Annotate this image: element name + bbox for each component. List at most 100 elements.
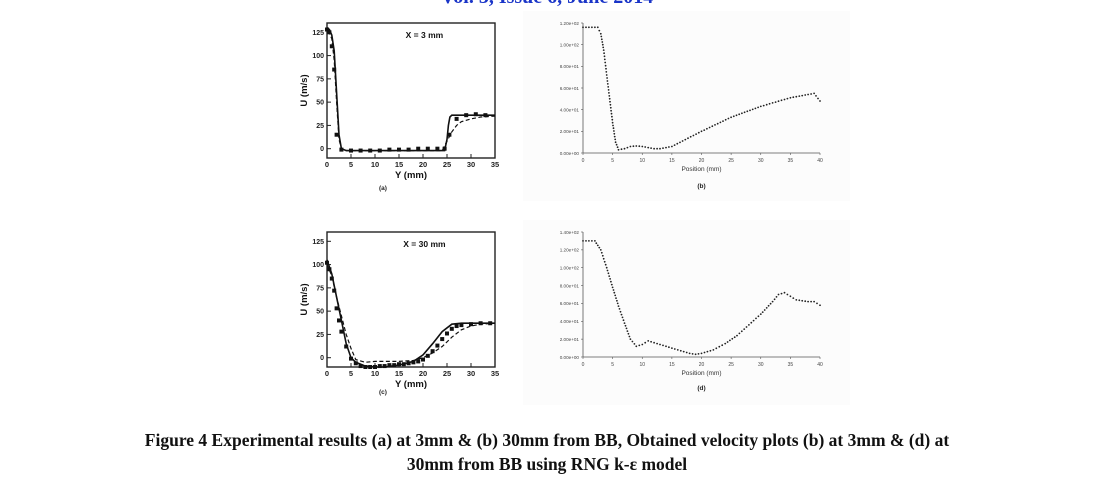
chart-d-point bbox=[588, 240, 590, 242]
chart-d-point bbox=[682, 350, 685, 353]
chart-d-point bbox=[622, 319, 625, 322]
chart-c-xtick-label: 10 bbox=[371, 369, 379, 378]
chart-d-xtick-label: 10 bbox=[639, 362, 645, 368]
chart-b-point bbox=[606, 77, 608, 79]
chart-d-point bbox=[616, 299, 618, 302]
chart-b-ytick-label: 4.00e+01 bbox=[560, 107, 580, 112]
chart-c-marker bbox=[459, 323, 464, 328]
chart-d-xtick-label: 5 bbox=[611, 362, 614, 368]
chart-a-xtick-label: 20 bbox=[419, 160, 427, 169]
chart-b-point bbox=[603, 55, 606, 58]
chart-d-point bbox=[585, 240, 587, 242]
chart-d-point bbox=[631, 340, 634, 343]
chart-d-xlabel: Position (mm) bbox=[681, 370, 721, 377]
chart-b-point bbox=[804, 94, 807, 96]
chart-b-point bbox=[607, 86, 610, 88]
chart-b-point bbox=[613, 132, 616, 135]
chart-d-point bbox=[602, 257, 605, 260]
chart-c-marker bbox=[445, 331, 449, 336]
chart-d-point bbox=[691, 353, 694, 355]
chart-d-point bbox=[743, 328, 746, 330]
chart-c-annotation: X = 30 mm bbox=[403, 239, 446, 249]
chart-b-point bbox=[614, 141, 617, 144]
chart-b-point bbox=[606, 83, 609, 85]
chart-b-xtick-label: 35 bbox=[788, 158, 794, 164]
chart-b-xtick-label: 25 bbox=[728, 158, 734, 164]
chart-a-marker bbox=[325, 27, 329, 32]
chart-c-marker bbox=[430, 349, 435, 354]
chart-b-point bbox=[762, 104, 765, 107]
chart-c-marker bbox=[337, 318, 341, 323]
chart-d-point bbox=[718, 345, 721, 348]
chart-b-point bbox=[684, 138, 687, 141]
chart-b-point bbox=[623, 147, 626, 150]
chart-b-point bbox=[601, 41, 604, 43]
chart-b-point bbox=[598, 29, 601, 32]
chart-b-point bbox=[681, 140, 684, 142]
chart-c-marker bbox=[411, 360, 416, 365]
chart-b-point bbox=[703, 129, 706, 132]
chart-c-series-solid bbox=[326, 259, 495, 368]
chart-a-marker bbox=[334, 132, 339, 137]
chart-d-point bbox=[613, 291, 616, 294]
chart-c-marker bbox=[334, 306, 339, 311]
chart-b-point bbox=[665, 146, 667, 149]
chart-a-marker bbox=[327, 30, 332, 35]
chart-c-marker bbox=[353, 361, 358, 366]
chart-b-point bbox=[711, 125, 714, 128]
chart-d-point bbox=[624, 324, 627, 327]
chart-b-point bbox=[644, 146, 647, 148]
chart-d-point bbox=[595, 242, 598, 245]
chart-b-point bbox=[751, 108, 754, 111]
chart-a-frame bbox=[326, 22, 496, 159]
chart-d-sublabel: (d) bbox=[697, 385, 705, 392]
chart-a-marker bbox=[349, 148, 353, 153]
chart-d-point bbox=[709, 349, 712, 352]
chart-d-point bbox=[755, 317, 757, 320]
chart-d-xtick-label: 0 bbox=[582, 362, 585, 368]
chart-b-point bbox=[605, 71, 608, 73]
chart-b-point bbox=[708, 126, 711, 129]
chart-b-ytick-label: 8.00e+01 bbox=[560, 64, 580, 69]
chart-b-point bbox=[596, 26, 599, 29]
chart-b-point bbox=[626, 146, 629, 149]
chart-b-point bbox=[603, 52, 605, 55]
chart-d-xtick-label: 25 bbox=[728, 362, 734, 368]
chart-b-point bbox=[638, 145, 641, 148]
chart-b-point bbox=[608, 95, 611, 97]
chart-d-point bbox=[748, 324, 750, 326]
chart-a-series-solid bbox=[326, 27, 495, 152]
chart-c-marker bbox=[368, 365, 373, 369]
chart-d-xtick-label: 15 bbox=[669, 362, 675, 368]
chart-b-point bbox=[783, 98, 786, 101]
chart-b-point bbox=[746, 110, 749, 113]
chart-b-point bbox=[774, 101, 777, 103]
chart-b-point bbox=[605, 67, 607, 70]
chart-d-point bbox=[619, 310, 622, 313]
chart-d-point bbox=[647, 340, 650, 342]
chart-b-ytick-label: 1.20e+02 bbox=[560, 21, 580, 26]
chart-c-ytick-label: 100 bbox=[312, 262, 324, 269]
chart-d-point bbox=[731, 337, 734, 340]
chart-d-point bbox=[641, 343, 644, 346]
chart-b-point bbox=[594, 26, 596, 29]
chart-b-ytick-label: 1.00e+02 bbox=[560, 42, 580, 47]
chart-b-point bbox=[786, 97, 789, 100]
chart-c-marker bbox=[421, 357, 425, 362]
chart-d-point bbox=[625, 327, 628, 330]
chart-c-marker bbox=[392, 363, 397, 368]
chart-d-point bbox=[795, 299, 798, 301]
chart-a-marker bbox=[425, 146, 430, 151]
chart-b-point bbox=[780, 99, 783, 102]
chart-d-ytick-label: 6.00e+01 bbox=[560, 301, 580, 306]
chart-a-xtick-label: 10 bbox=[371, 160, 379, 169]
chart-d-point bbox=[807, 300, 809, 303]
chart-b-point bbox=[599, 32, 602, 35]
chart-b-xtick-label: 5 bbox=[611, 158, 614, 164]
chart-b-point bbox=[754, 107, 757, 110]
chart-c-marker bbox=[363, 365, 368, 369]
chart-b-point bbox=[724, 118, 727, 121]
chart-b-point bbox=[620, 148, 623, 151]
chart-b-point bbox=[810, 93, 812, 95]
chart-d-point bbox=[673, 348, 676, 350]
